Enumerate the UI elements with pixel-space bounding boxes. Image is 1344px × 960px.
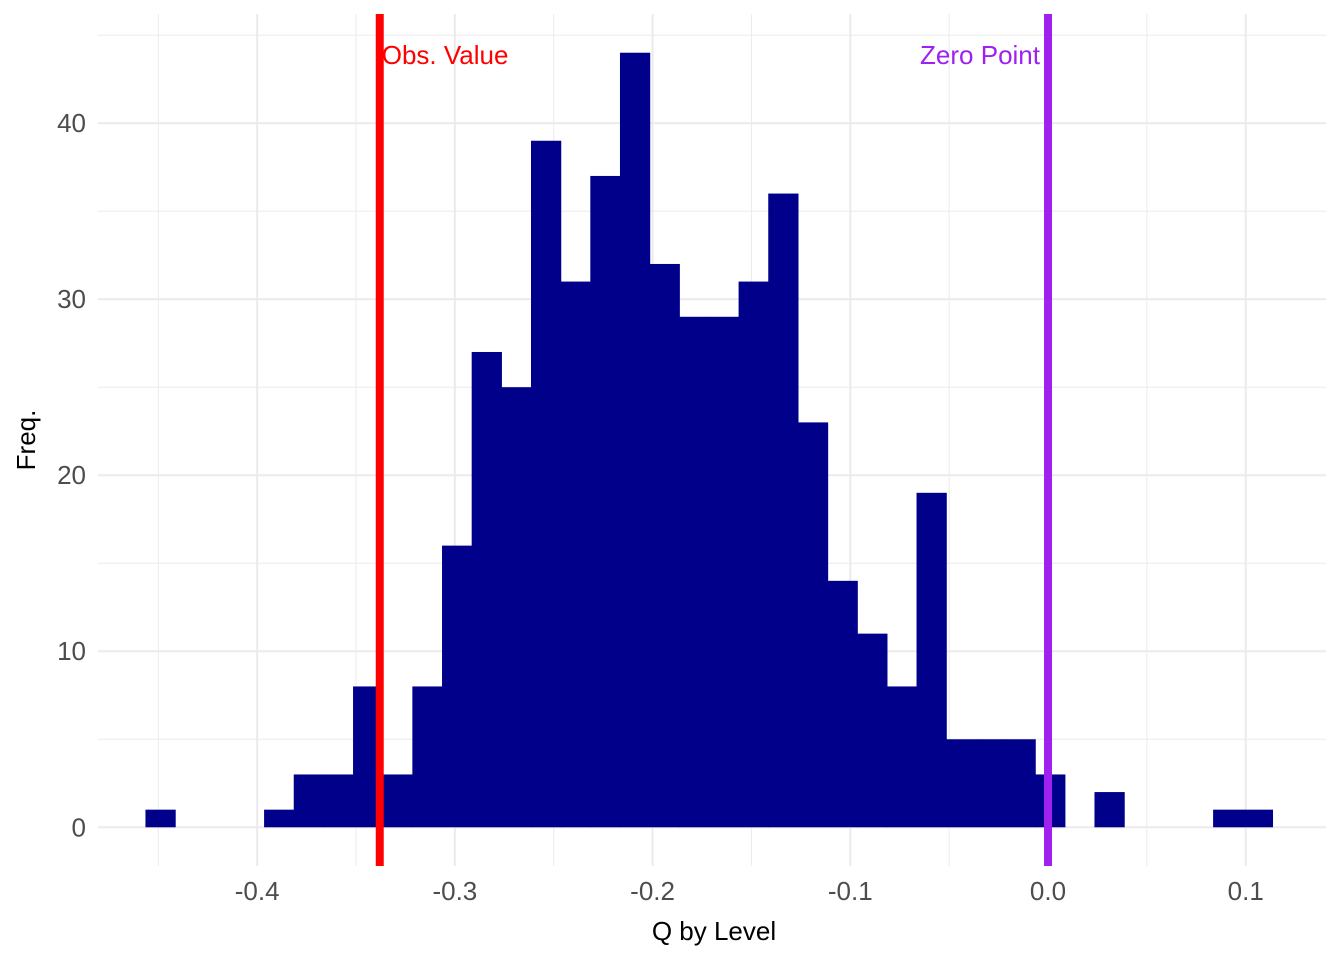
histogram-bar bbox=[323, 774, 354, 828]
histogram-bar bbox=[679, 316, 710, 828]
x-tick-label: 0.1 bbox=[1228, 876, 1264, 906]
histogram-bar bbox=[501, 387, 532, 828]
histogram-bar bbox=[264, 809, 295, 828]
y-tick-label: 40 bbox=[57, 108, 86, 138]
y-tick-label: 20 bbox=[57, 460, 86, 490]
histogram-bar bbox=[797, 422, 829, 828]
histogram-bar bbox=[590, 175, 621, 828]
histogram-bar bbox=[916, 492, 947, 828]
histogram-bar bbox=[768, 193, 799, 828]
x-tick-label: -0.2 bbox=[630, 876, 675, 906]
y-tick-label: 10 bbox=[57, 636, 86, 666]
reference-line-label: Obs. Value bbox=[382, 40, 509, 70]
histogram-bar bbox=[946, 739, 977, 828]
histogram-bar bbox=[708, 316, 740, 828]
histogram-bar bbox=[412, 686, 443, 828]
x-tick-label: 0.0 bbox=[1030, 876, 1066, 906]
histogram-bar bbox=[293, 774, 324, 828]
histogram-bar bbox=[530, 140, 562, 828]
x-axis-ticks: -0.4 -0.3 -0.2 -0.1 0.0 0.1 bbox=[235, 876, 1264, 906]
histogram-bar bbox=[1213, 809, 1244, 828]
histogram-bar bbox=[619, 52, 651, 828]
histogram-bar bbox=[857, 633, 888, 828]
histogram-bar bbox=[886, 686, 918, 828]
histogram-bar bbox=[649, 263, 680, 828]
x-tick-label: -0.3 bbox=[432, 876, 477, 906]
histogram-bar bbox=[145, 809, 176, 828]
y-axis-title: Freq. bbox=[11, 410, 41, 471]
histogram-bar bbox=[827, 580, 858, 828]
histogram-bar bbox=[560, 281, 591, 828]
histogram-bar bbox=[1242, 809, 1274, 828]
x-axis-title: Q by Level bbox=[652, 916, 776, 946]
histogram-bars bbox=[145, 52, 1274, 828]
reference-lines: Obs. Value Zero Point bbox=[375, 14, 1053, 866]
histogram-bar bbox=[975, 739, 1007, 828]
y-tick-label: 30 bbox=[57, 284, 86, 314]
y-axis-ticks: 0 10 20 30 40 bbox=[57, 108, 86, 842]
histogram-bar bbox=[382, 774, 413, 828]
histogram-bar bbox=[1094, 792, 1125, 828]
histogram-bar bbox=[471, 351, 502, 828]
histogram-bar bbox=[738, 281, 769, 828]
x-tick-label: -0.4 bbox=[235, 876, 280, 906]
histogram-bar bbox=[442, 545, 473, 828]
histogram-bar bbox=[1005, 739, 1036, 828]
x-tick-label: -0.1 bbox=[828, 876, 873, 906]
y-tick-label: 0 bbox=[72, 812, 86, 842]
reference-line-label: Zero Point bbox=[920, 40, 1041, 70]
